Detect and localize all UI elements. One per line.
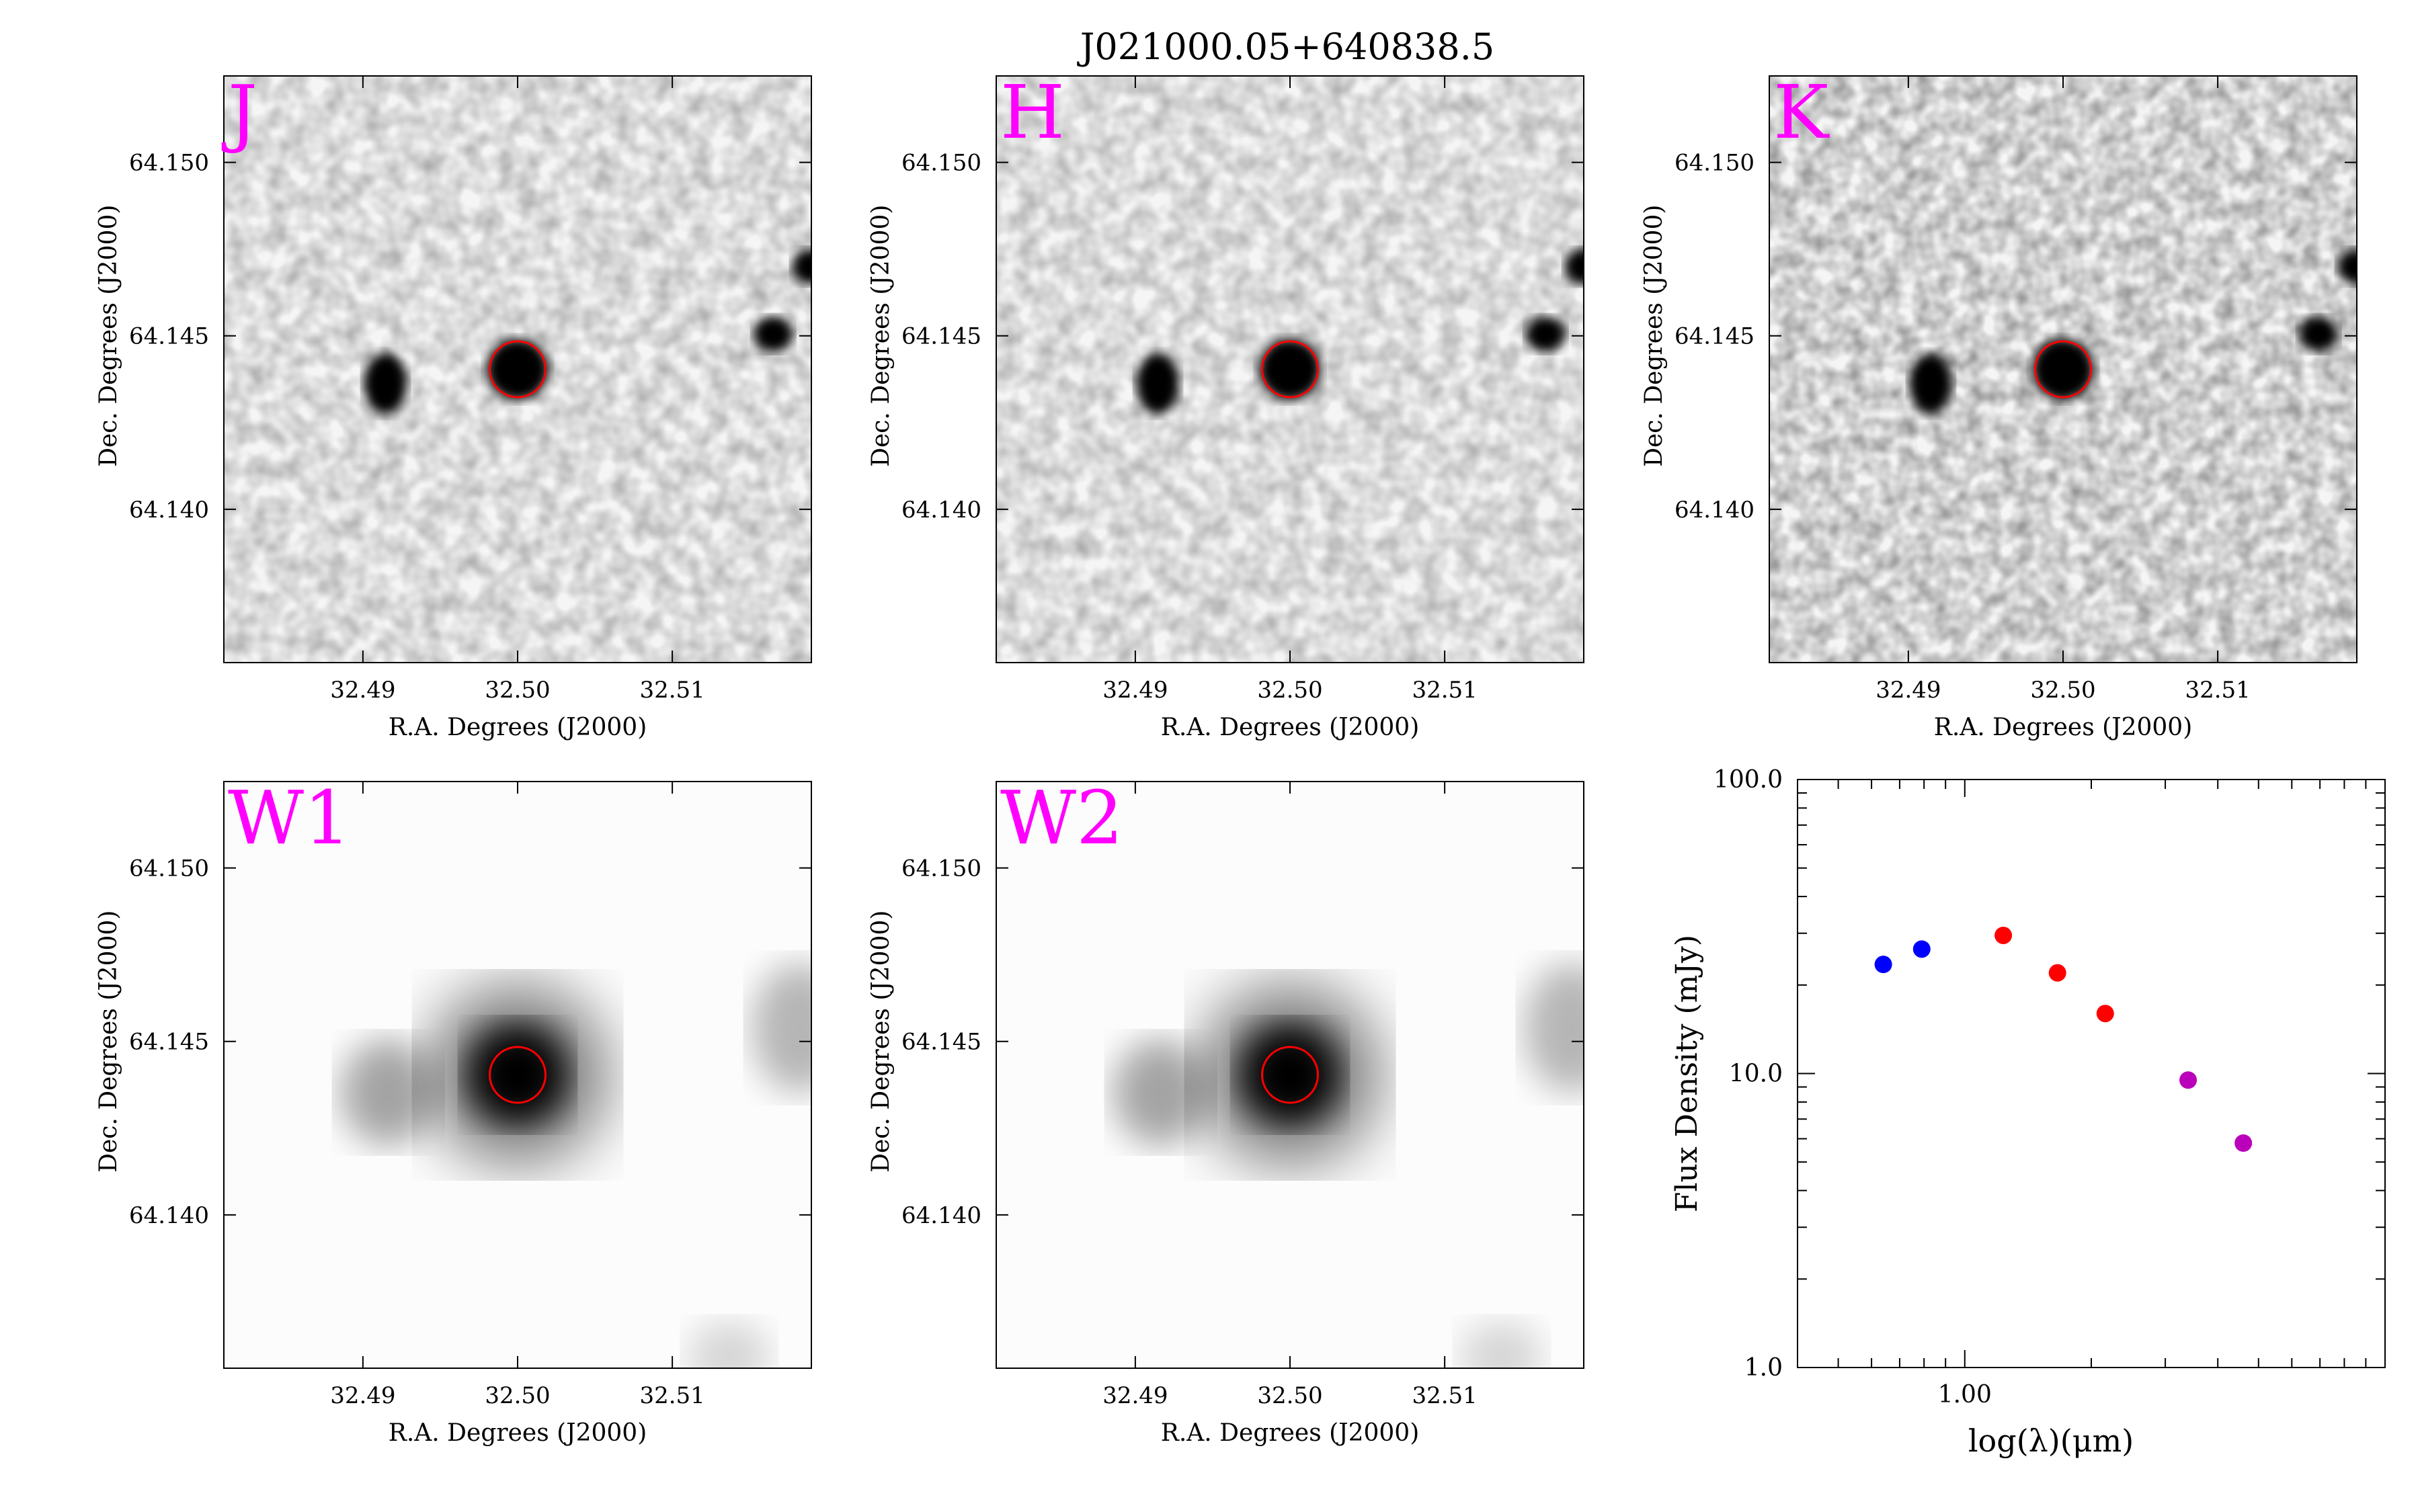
x-axis-label: R.A. Degrees (J2000) bbox=[389, 714, 647, 741]
y-tick-label: 64.140 bbox=[129, 1202, 209, 1229]
x-tick-label: 32.51 bbox=[639, 1382, 704, 1409]
diffuse-source-2 bbox=[1460, 1321, 1543, 1368]
figure-title: J021000.05+640838.5 bbox=[1077, 26, 1495, 68]
diffuse-source-1 bbox=[752, 963, 811, 1093]
y-tick-label: 64.145 bbox=[1675, 323, 1755, 350]
y-tick-label: 64.140 bbox=[129, 497, 209, 523]
y-tick-label: 64.140 bbox=[901, 497, 981, 523]
x-tick-label: 32.49 bbox=[330, 677, 395, 704]
band-label: W2 bbox=[1000, 775, 1123, 861]
x-tick-label: 32.51 bbox=[2185, 677, 2250, 704]
y-tick-label: 64.150 bbox=[901, 855, 981, 882]
y-tick-label: 64.150 bbox=[901, 150, 981, 177]
aperture-circle bbox=[2033, 340, 2093, 398]
x-tick-label: 32.51 bbox=[639, 677, 704, 704]
x-axis-label: R.A. Degrees (J2000) bbox=[389, 1419, 647, 1447]
x-tick-label: 32.49 bbox=[1876, 677, 1941, 704]
x-tick-label: 32.49 bbox=[1102, 677, 1168, 704]
sed-x-tick-label: 1.00 bbox=[1938, 1381, 1992, 1409]
aperture-circle bbox=[1260, 1046, 1320, 1104]
sed-point bbox=[1912, 940, 1931, 958]
x-tick-label: 32.51 bbox=[1412, 1382, 1477, 1409]
y-axis-label: Dec. Degrees (J2000) bbox=[867, 911, 895, 1173]
star-3 bbox=[793, 249, 811, 284]
y-tick-label: 64.140 bbox=[1675, 497, 1755, 523]
y-tick-label: 64.145 bbox=[129, 1029, 209, 1056]
sed-point bbox=[2048, 964, 2066, 982]
star-1 bbox=[1259, 339, 1321, 400]
sed-point bbox=[2096, 1005, 2114, 1023]
band-label: K bbox=[1773, 69, 1830, 155]
diffuse-source-2 bbox=[688, 1321, 770, 1368]
y-tick-label: 64.150 bbox=[129, 150, 209, 177]
sed-y-tick-label: 1.0 bbox=[1744, 1354, 1783, 1382]
star-1 bbox=[2032, 339, 2094, 400]
x-tick-label: 32.50 bbox=[1257, 1382, 1322, 1409]
x-tick-label: 32.51 bbox=[1412, 677, 1477, 704]
image-panel-h: 32.49 32.50 32.51 64.150 64.145 64.140 R.A. De… bbox=[867, 69, 1584, 741]
image-j bbox=[224, 76, 811, 663]
image-panel-w1: 32.49 32.50 32.51 64.150 64.145 64.140 R.A. De… bbox=[95, 775, 812, 1447]
star-0 bbox=[1136, 353, 1179, 415]
star-3 bbox=[2338, 249, 2357, 284]
image-k bbox=[1769, 76, 2357, 663]
sed-y-tick-label: 10.0 bbox=[1729, 1060, 1783, 1088]
image-panel-k: 32.49 32.50 32.51 64.150 64.145 64.140 R.A. De… bbox=[1640, 69, 2357, 741]
x-tick-label: 32.50 bbox=[485, 1382, 550, 1409]
band-label: J bbox=[221, 69, 257, 155]
image-panel-j: 32.49 32.50 32.51 64.150 64.145 64.140 R.A. De… bbox=[95, 69, 812, 741]
sed-chart: 1.00 100.0 10.0 1.0 log(λ)(μm) Flux Density (… bbox=[1670, 766, 2386, 1459]
target-star bbox=[1240, 1025, 1340, 1125]
star-1 bbox=[487, 339, 549, 400]
sed-y-axis-label: Flux Density (mJy) bbox=[1670, 935, 1704, 1212]
x-axis-label: R.A. Degrees (J2000) bbox=[1161, 714, 1420, 741]
star-0 bbox=[1909, 353, 1952, 415]
y-tick-label: 64.150 bbox=[1675, 150, 1755, 177]
x-axis-label: R.A. Degrees (J2000) bbox=[1934, 714, 2193, 741]
aperture-circle bbox=[488, 340, 547, 398]
x-tick-label: 32.49 bbox=[1102, 1382, 1168, 1409]
star-0 bbox=[364, 353, 407, 415]
y-axis-label: Dec. Degrees (J2000) bbox=[1640, 205, 1668, 467]
y-tick-label: 64.145 bbox=[901, 323, 981, 350]
aperture-circle bbox=[488, 1046, 547, 1104]
y-axis-label: Dec. Degrees (J2000) bbox=[95, 205, 122, 467]
star-3 bbox=[1565, 249, 1584, 284]
y-axis-label: Dec. Degrees (J2000) bbox=[95, 911, 122, 1173]
x-axis-label: R.A. Degrees (J2000) bbox=[1161, 1419, 1420, 1447]
y-tick-label: 64.145 bbox=[901, 1029, 981, 1056]
sed-x-axis-label: log(λ)(μm) bbox=[1968, 1423, 2134, 1459]
y-tick-label: 64.145 bbox=[129, 323, 209, 350]
sed-point bbox=[2234, 1134, 2253, 1152]
star-2 bbox=[2299, 316, 2339, 352]
sed-point bbox=[1994, 926, 2013, 944]
target-star bbox=[467, 1025, 568, 1125]
sed-point bbox=[1874, 956, 1892, 974]
band-label: W1 bbox=[228, 775, 351, 861]
x-tick-label: 32.49 bbox=[330, 1382, 395, 1409]
image-panel-w2: 32.49 32.50 32.51 64.150 64.145 64.140 R.A. De… bbox=[867, 775, 1584, 1447]
diffuse-source-0 bbox=[1113, 1040, 1208, 1146]
star-2 bbox=[754, 316, 793, 352]
x-tick-label: 32.50 bbox=[485, 677, 550, 704]
sed-y-tick-label: 100.0 bbox=[1713, 766, 1783, 794]
image-w1 bbox=[224, 782, 811, 1368]
sed-frame bbox=[1797, 779, 2386, 1368]
diffuse-source-1 bbox=[1525, 963, 1584, 1093]
star-2 bbox=[1526, 316, 1566, 352]
y-tick-label: 64.140 bbox=[901, 1202, 981, 1229]
image-h bbox=[996, 76, 1584, 663]
diffuse-source-0 bbox=[341, 1040, 436, 1146]
x-tick-label: 32.50 bbox=[1257, 677, 1322, 704]
band-label: H bbox=[1000, 69, 1065, 155]
aperture-circle bbox=[1260, 340, 1320, 398]
x-tick-label: 32.50 bbox=[2030, 677, 2095, 704]
y-axis-label: Dec. Degrees (J2000) bbox=[867, 205, 895, 467]
sed-point bbox=[2179, 1071, 2197, 1089]
image-w2 bbox=[996, 782, 1584, 1368]
y-tick-label: 64.150 bbox=[129, 855, 209, 882]
